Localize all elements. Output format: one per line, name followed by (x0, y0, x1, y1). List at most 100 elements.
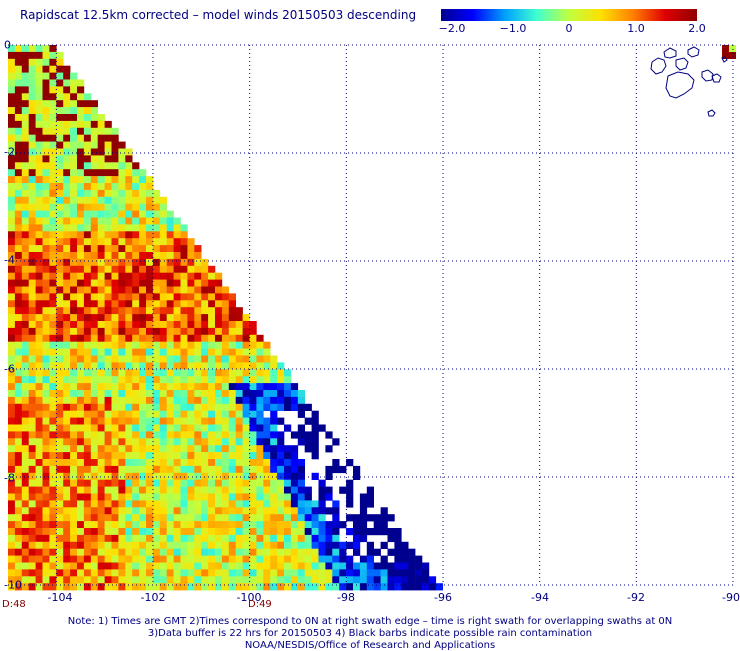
wind-cell (318, 569, 326, 577)
wind-cell (394, 541, 402, 549)
wind-cell (152, 479, 161, 487)
wind-cell (77, 452, 85, 460)
wind-cell (221, 493, 230, 501)
wind-cell (173, 403, 181, 411)
wind-cell (28, 169, 36, 177)
wind-cell (28, 120, 36, 129)
wind-cell (194, 569, 202, 577)
wind-cell (63, 224, 71, 232)
wind-cell (21, 86, 29, 94)
wind-cell (8, 376, 16, 384)
wind-cell (42, 528, 50, 536)
wind-cell (173, 376, 181, 384)
wind-cell (104, 376, 112, 384)
wind-cell (152, 293, 161, 301)
wind-cell (28, 155, 36, 163)
wind-cell (83, 176, 92, 184)
wind-cell (180, 500, 188, 508)
wind-cell (83, 383, 92, 391)
wind-cell (111, 459, 119, 467)
wind-cell (263, 500, 271, 508)
wind-cell (104, 286, 112, 294)
wind-cell (263, 390, 271, 398)
wind-cell (90, 307, 98, 315)
wind-cell (277, 541, 285, 549)
wind-cell (21, 362, 29, 370)
wind-cell (215, 452, 223, 460)
wind-cell (194, 472, 202, 480)
wind-cell (208, 452, 216, 460)
wind-cell (270, 396, 278, 405)
wind-cell (90, 486, 98, 494)
wind-cell (35, 548, 43, 556)
wind-cell (159, 459, 167, 467)
wind-cell (77, 307, 85, 315)
wind-cell (42, 300, 50, 308)
wind-cell (111, 376, 119, 384)
wind-cell (77, 327, 85, 336)
wind-cell (304, 514, 312, 522)
wind-cell (90, 286, 98, 294)
wind-cell (139, 355, 147, 363)
wind-cell (139, 327, 147, 336)
wind-cell (277, 583, 285, 591)
wind-cell (49, 493, 57, 501)
wind-cell (284, 445, 292, 453)
wind-cell (14, 396, 23, 405)
wind-cell (152, 300, 161, 308)
wind-cell (28, 376, 36, 384)
wind-cell (180, 507, 188, 515)
wind-cell (297, 576, 305, 584)
wind-cell (21, 583, 29, 591)
wind-cell (56, 169, 64, 177)
wind-cell (83, 279, 92, 287)
wind-cell (14, 362, 23, 370)
wind-cell (70, 424, 78, 432)
wind-cell (8, 79, 16, 87)
wind-cell (146, 555, 154, 563)
wind-cell (8, 355, 16, 363)
wind-cell (290, 493, 299, 501)
wind-cell (49, 521, 57, 529)
wind-cell (132, 162, 140, 170)
wind-cell (77, 252, 85, 260)
wind-cell (90, 514, 98, 522)
wind-cell (180, 238, 188, 246)
wind-cell (311, 541, 319, 549)
wind-cell (49, 465, 57, 474)
wind-cell (215, 479, 223, 487)
wind-cell (201, 507, 209, 515)
wind-cell (380, 555, 388, 563)
wind-cell (70, 224, 78, 232)
wind-cell (235, 321, 243, 329)
wind-cell (228, 583, 236, 591)
wind-cell (104, 507, 112, 515)
wind-cell (49, 348, 57, 356)
wind-cell (77, 424, 85, 432)
wind-cell (290, 403, 299, 411)
wind-cell (359, 521, 368, 529)
wind-cell (187, 459, 195, 467)
wind-cell (152, 534, 161, 543)
wind-cell (14, 534, 23, 543)
wind-cell (387, 576, 395, 584)
wind-cell (111, 265, 119, 273)
wind-cell (90, 183, 98, 191)
wind-cell (8, 528, 16, 536)
wind-cell (83, 148, 92, 156)
wind-cell (228, 417, 236, 425)
wind-cell (173, 459, 181, 467)
wind-cell (118, 472, 126, 480)
wind-cell (380, 528, 388, 536)
wind-cell (235, 383, 243, 391)
wind-cell (256, 445, 264, 453)
wind-cell (146, 403, 154, 411)
wind-cell (42, 58, 50, 66)
wind-cell (297, 534, 305, 543)
wind-cell (111, 472, 119, 480)
wind-cell (290, 479, 299, 487)
wind-cell (21, 265, 29, 273)
wind-cell (132, 403, 140, 411)
wind-cell (77, 445, 85, 453)
wind-cell (8, 438, 16, 446)
